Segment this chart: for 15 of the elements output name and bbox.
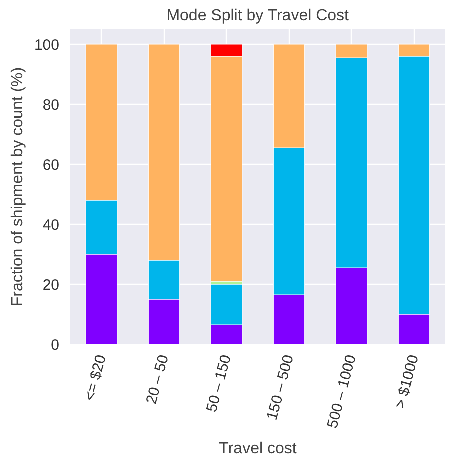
y-axis-title: Fraction of shipment by count (%) xyxy=(9,67,26,307)
x-tick-label: > $1000 xyxy=(392,353,422,410)
x-axis-title: Travel cost xyxy=(219,440,298,458)
chart-title: Mode Split by Travel Cost xyxy=(166,8,350,24)
y-tick-label: 0 xyxy=(51,337,60,354)
y-tick-label: 60 xyxy=(42,157,60,174)
x-tick-label: <= $20 xyxy=(81,353,110,403)
x-tick-label: 20 – 50 xyxy=(143,353,172,406)
y-tick-label: 100 xyxy=(34,37,60,54)
x-tick-label: 150 – 500 xyxy=(264,353,298,422)
x-tick-label: 50 – 150 xyxy=(203,353,235,414)
x-tick-label: 500 – 1000 xyxy=(324,353,360,430)
y-tick-label: 40 xyxy=(42,217,60,234)
y-tick-label: 80 xyxy=(42,97,60,114)
y-tick-label: 20 xyxy=(42,277,60,294)
